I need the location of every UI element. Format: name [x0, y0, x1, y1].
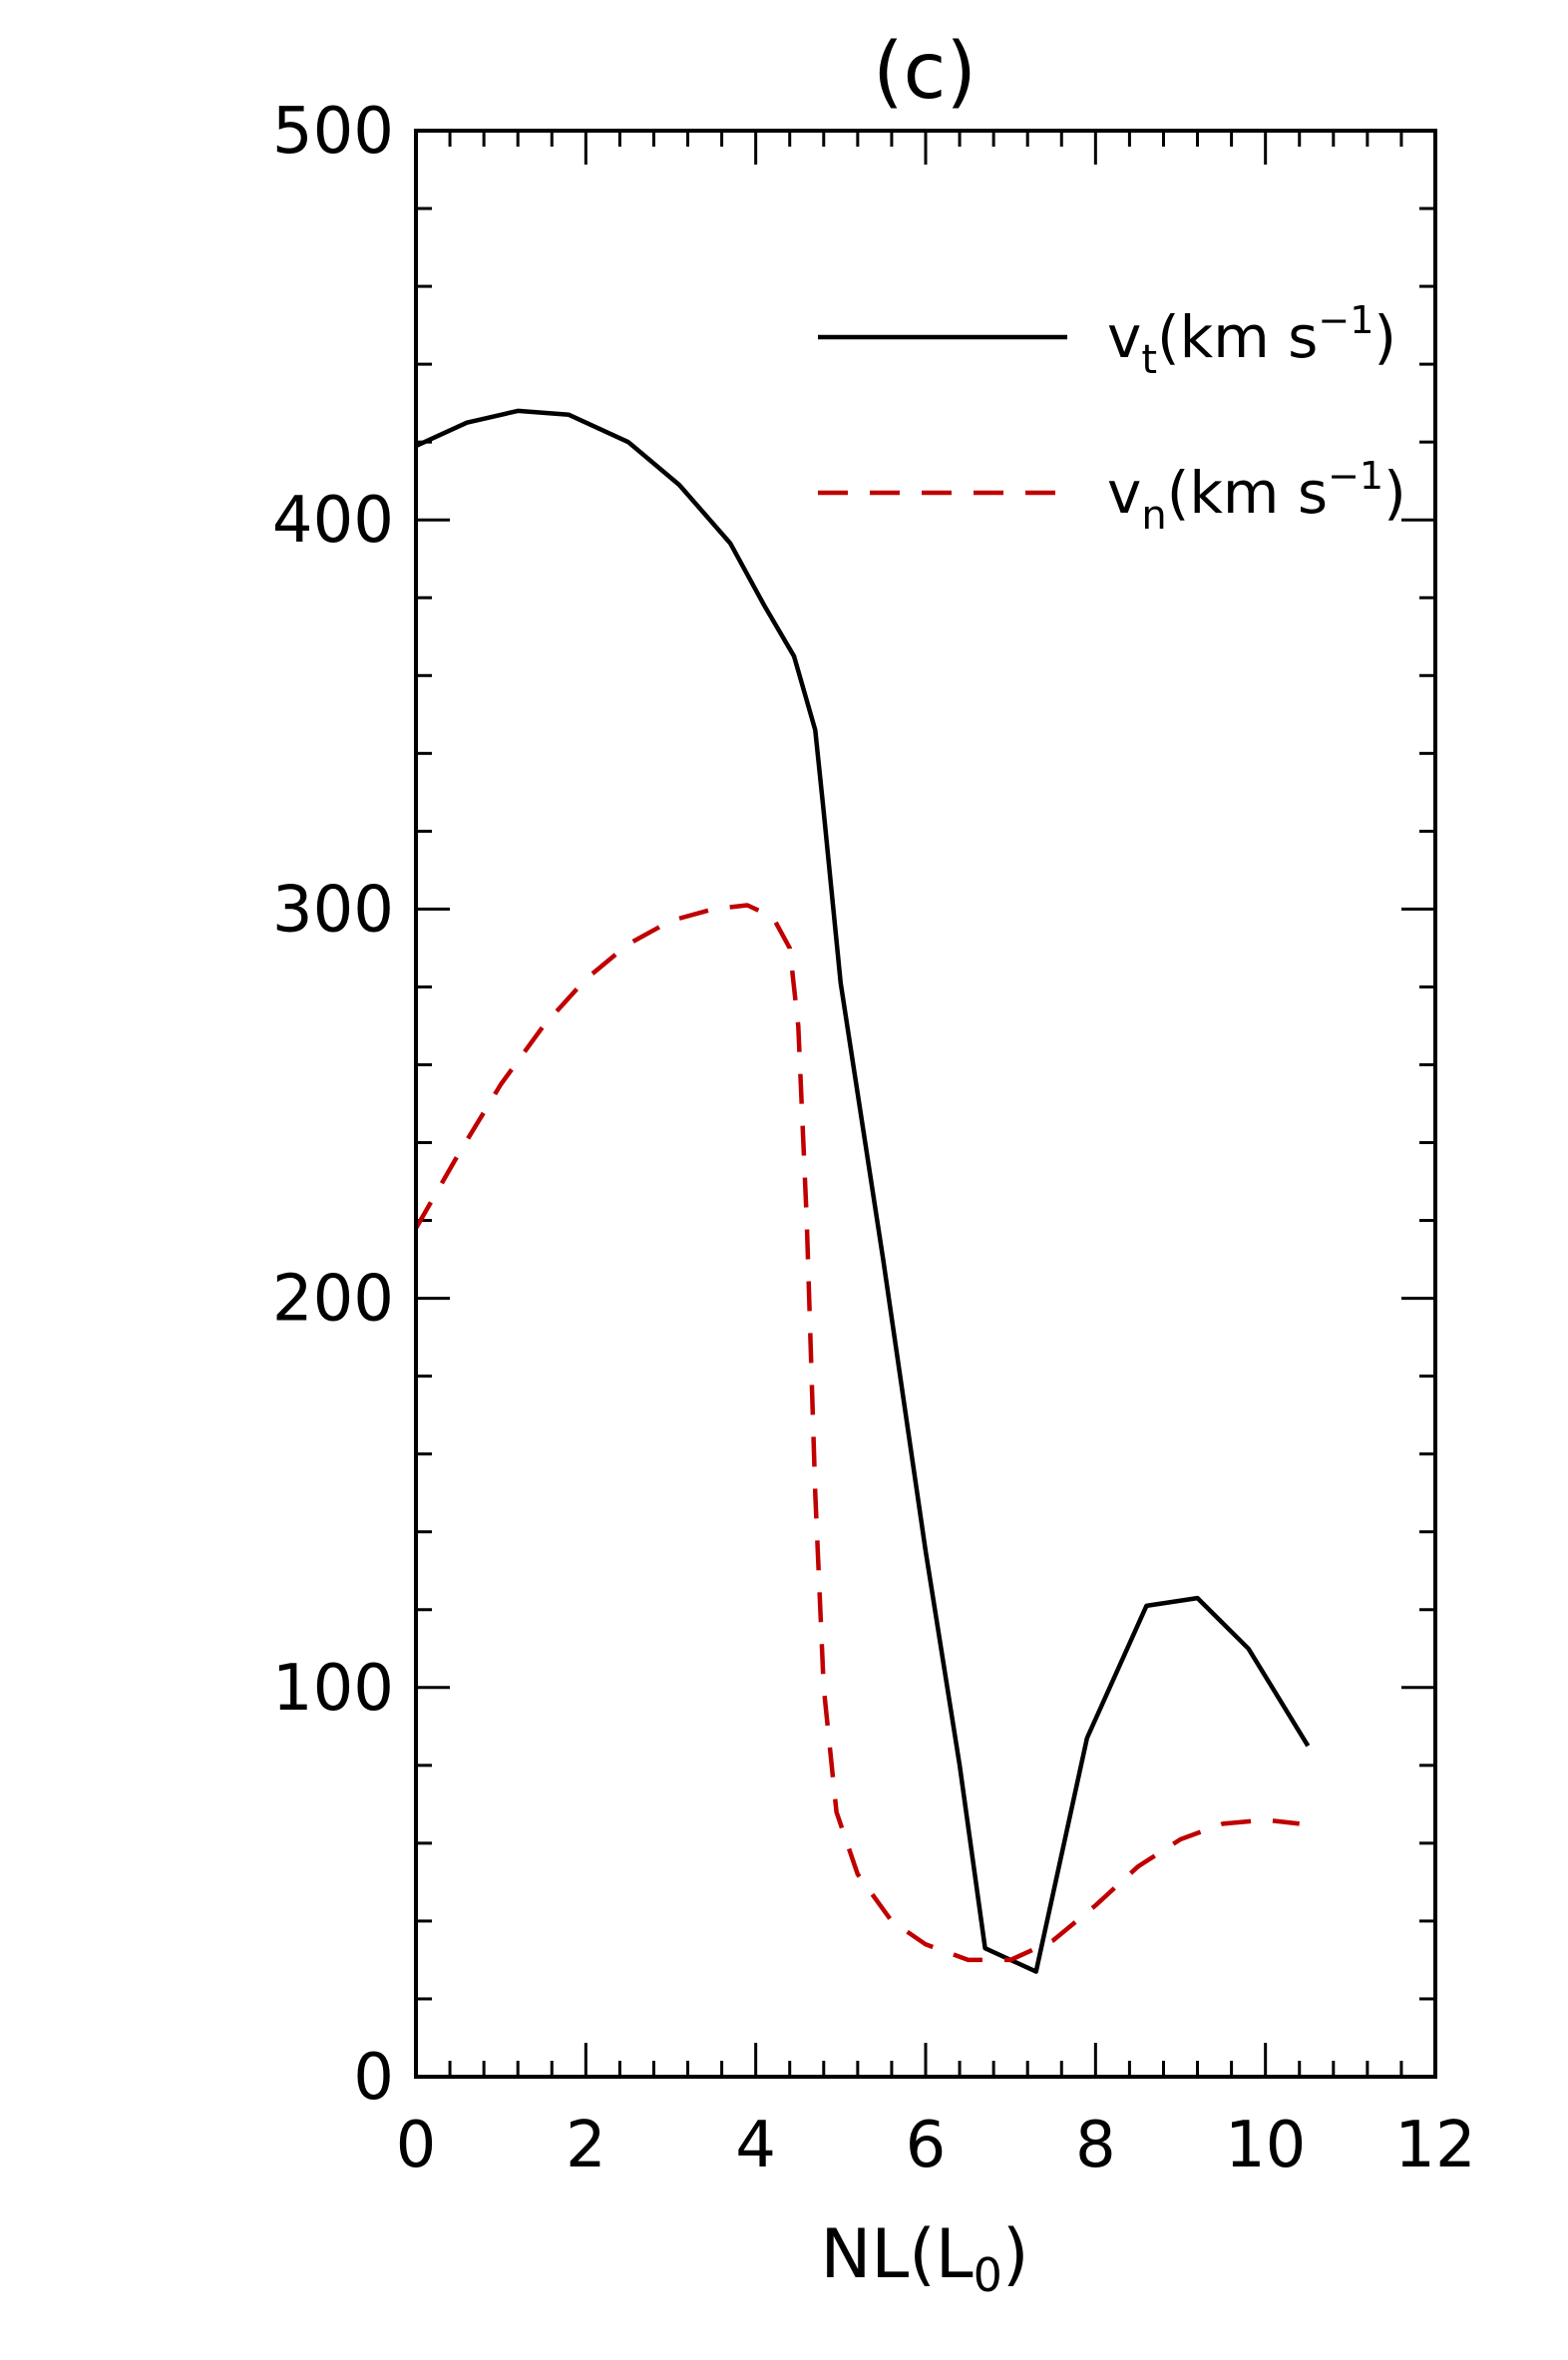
x-tick-label: 0: [396, 2109, 437, 2182]
series-line-t: [415, 408, 1311, 1974]
y-tick-label: 300: [272, 873, 394, 947]
x-axis-label-close: ): [1002, 2215, 1029, 2294]
series-layer: [414, 408, 1311, 1974]
y-tick-label-layer: 0 100 200 300 400 500: [272, 95, 394, 2115]
x-axis-label-main: NL(L: [821, 2215, 974, 2294]
legend: vt(km s−1) vn(km s−1): [818, 298, 1406, 539]
x-tick-label-layer: 0 2 4 6 8 10 12: [396, 2109, 1476, 2182]
x-tick-label: 6: [906, 2109, 947, 2182]
chart-title: (c): [873, 27, 977, 117]
x-tick-label: 2: [566, 2109, 606, 2182]
y-tick-label: 0: [353, 2041, 394, 2115]
y-tick-label: 200: [272, 1263, 394, 1337]
y-tick-label: 500: [272, 95, 394, 169]
x-tick-label: 10: [1225, 2109, 1306, 2182]
legend-label-t: vt(km s−1): [1107, 298, 1396, 383]
plot-frame: [414, 129, 1437, 2079]
y-tick-label: 400: [272, 484, 394, 558]
x-axis-label: NL(L0): [821, 2215, 1029, 2302]
x-tick-label: 4: [735, 2109, 776, 2182]
legend-label-n: vn(km s−1): [1107, 454, 1406, 539]
x-tick-label: 8: [1075, 2109, 1116, 2182]
x-tick-label: 12: [1394, 2109, 1475, 2182]
y-tick-label: 100: [272, 1652, 394, 1726]
series-line-n: [414, 903, 1300, 1963]
x-axis-label-subscript: 0: [974, 2248, 1002, 2302]
